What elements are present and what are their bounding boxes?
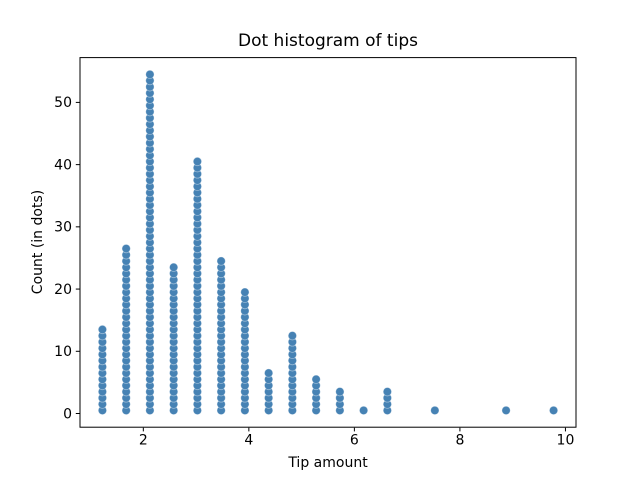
y-tick-label: 20 [54,282,72,298]
dot [240,287,250,297]
dot [501,405,511,415]
x-tick-label: 4 [244,433,253,449]
y-tick-label: 10 [54,344,72,360]
dot [192,156,203,167]
dot [145,69,155,80]
y-axis-label: Count (in dots) [30,189,46,295]
dot [121,244,131,254]
dot [287,331,297,341]
dot [97,324,108,335]
y-tick-label: 40 [54,157,72,173]
dot [382,387,392,397]
x-tick-label: 6 [350,433,359,449]
dot [264,368,274,378]
dot [311,374,321,384]
axes-spines [79,57,577,428]
dot [335,387,345,397]
y-tick-label: 0 [63,406,72,422]
dot [430,405,440,415]
y-tick-label: 50 [54,95,72,111]
x-tick-label: 2 [139,433,148,449]
chart-title: Dot histogram of tips [238,31,418,51]
dot [169,262,179,272]
dot [548,405,559,415]
x-axis-label: Tip amount [288,455,368,471]
x-tick-label: 8 [455,433,464,449]
x-tick-label: 10 [557,433,575,449]
y-tick-label: 30 [54,220,72,236]
dot [359,405,369,415]
dot [216,256,226,266]
